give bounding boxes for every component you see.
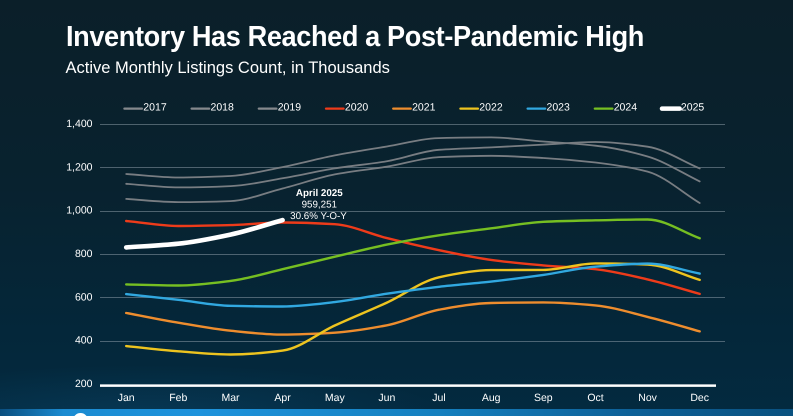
svg-text:Dec: Dec <box>690 392 709 404</box>
svg-text:April 2025: April 2025 <box>296 188 343 199</box>
svg-text:2022: 2022 <box>479 102 503 114</box>
svg-text:May: May <box>325 392 346 404</box>
svg-text:600: 600 <box>75 291 93 303</box>
svg-text:2020: 2020 <box>345 102 369 114</box>
svg-text:800: 800 <box>75 248 93 260</box>
svg-text:2019: 2019 <box>278 102 302 114</box>
svg-text:Apr: Apr <box>274 392 291 404</box>
svg-text:400: 400 <box>75 335 93 347</box>
svg-text:1,200: 1,200 <box>66 161 92 173</box>
svg-text:959,251: 959,251 <box>302 199 337 210</box>
svg-text:2023: 2023 <box>547 102 571 114</box>
svg-text:Jan: Jan <box>118 392 135 404</box>
svg-text:200: 200 <box>75 378 93 390</box>
svg-text:Jun: Jun <box>378 392 395 404</box>
svg-text:2021: 2021 <box>412 102 436 114</box>
svg-text:Mar: Mar <box>221 392 240 404</box>
svg-text:2017: 2017 <box>143 102 167 114</box>
svg-text:Nov: Nov <box>638 392 657 404</box>
svg-text:2025: 2025 <box>681 102 705 114</box>
svg-text:1,000: 1,000 <box>66 205 92 217</box>
svg-text:Jul: Jul <box>432 392 445 404</box>
svg-text:30.6% Y-O-Y: 30.6% Y-O-Y <box>290 211 347 222</box>
svg-text:Oct: Oct <box>587 392 603 404</box>
svg-text:2018: 2018 <box>211 102 235 114</box>
svg-text:Feb: Feb <box>169 392 187 404</box>
svg-text:Aug: Aug <box>482 392 501 404</box>
svg-text:Sep: Sep <box>534 392 553 404</box>
svg-text:2024: 2024 <box>614 102 638 114</box>
svg-text:1,400: 1,400 <box>66 118 92 130</box>
